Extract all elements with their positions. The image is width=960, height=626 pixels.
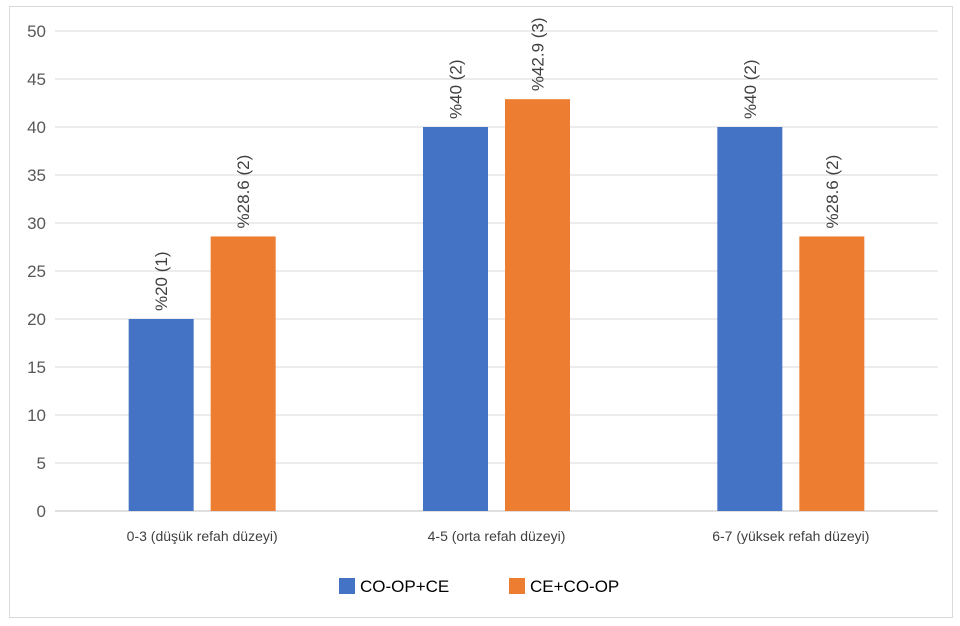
bar-series2[interactable]: [799, 236, 865, 511]
y-tick-label: 20: [27, 310, 46, 329]
bar-series1[interactable]: [128, 319, 194, 511]
legend-swatch-series2: [509, 578, 525, 594]
data-label: %28.6 (2): [823, 155, 842, 229]
data-label: %40 (2): [741, 59, 760, 119]
y-tick-label: 35: [27, 166, 46, 185]
legend-label: CE+CO-OP: [530, 577, 619, 596]
x-category-label: 4-5 (orta refah düzeyi): [428, 528, 566, 544]
x-category-label: 6-7 (yüksek refah düzeyi): [712, 528, 869, 544]
data-label: %42.9 (3): [529, 17, 548, 91]
bar-series1[interactable]: [423, 127, 488, 511]
data-label: %28.6 (2): [234, 155, 253, 229]
y-tick-label: 40: [27, 118, 46, 137]
x-category-label: 0-3 (düşük refah düzeyi): [127, 528, 278, 544]
data-label: %20 (1): [152, 251, 171, 311]
y-tick-label: 10: [27, 406, 46, 425]
y-tick-label: 5: [37, 454, 46, 473]
y-tick-label: 50: [27, 22, 46, 41]
y-tick-label: 25: [27, 262, 46, 281]
bar-series2[interactable]: [210, 236, 276, 511]
bar-series2[interactable]: [505, 99, 570, 511]
legend-swatch-series1: [339, 578, 355, 594]
y-tick-label: 30: [27, 214, 46, 233]
bar-series1[interactable]: [717, 127, 783, 511]
y-tick-label: 45: [27, 70, 46, 89]
y-tick-label: 0: [37, 502, 46, 521]
y-tick-label: 15: [27, 358, 46, 377]
data-label: %40 (2): [447, 59, 466, 119]
legend-label: CO-OP+CE: [360, 577, 449, 596]
